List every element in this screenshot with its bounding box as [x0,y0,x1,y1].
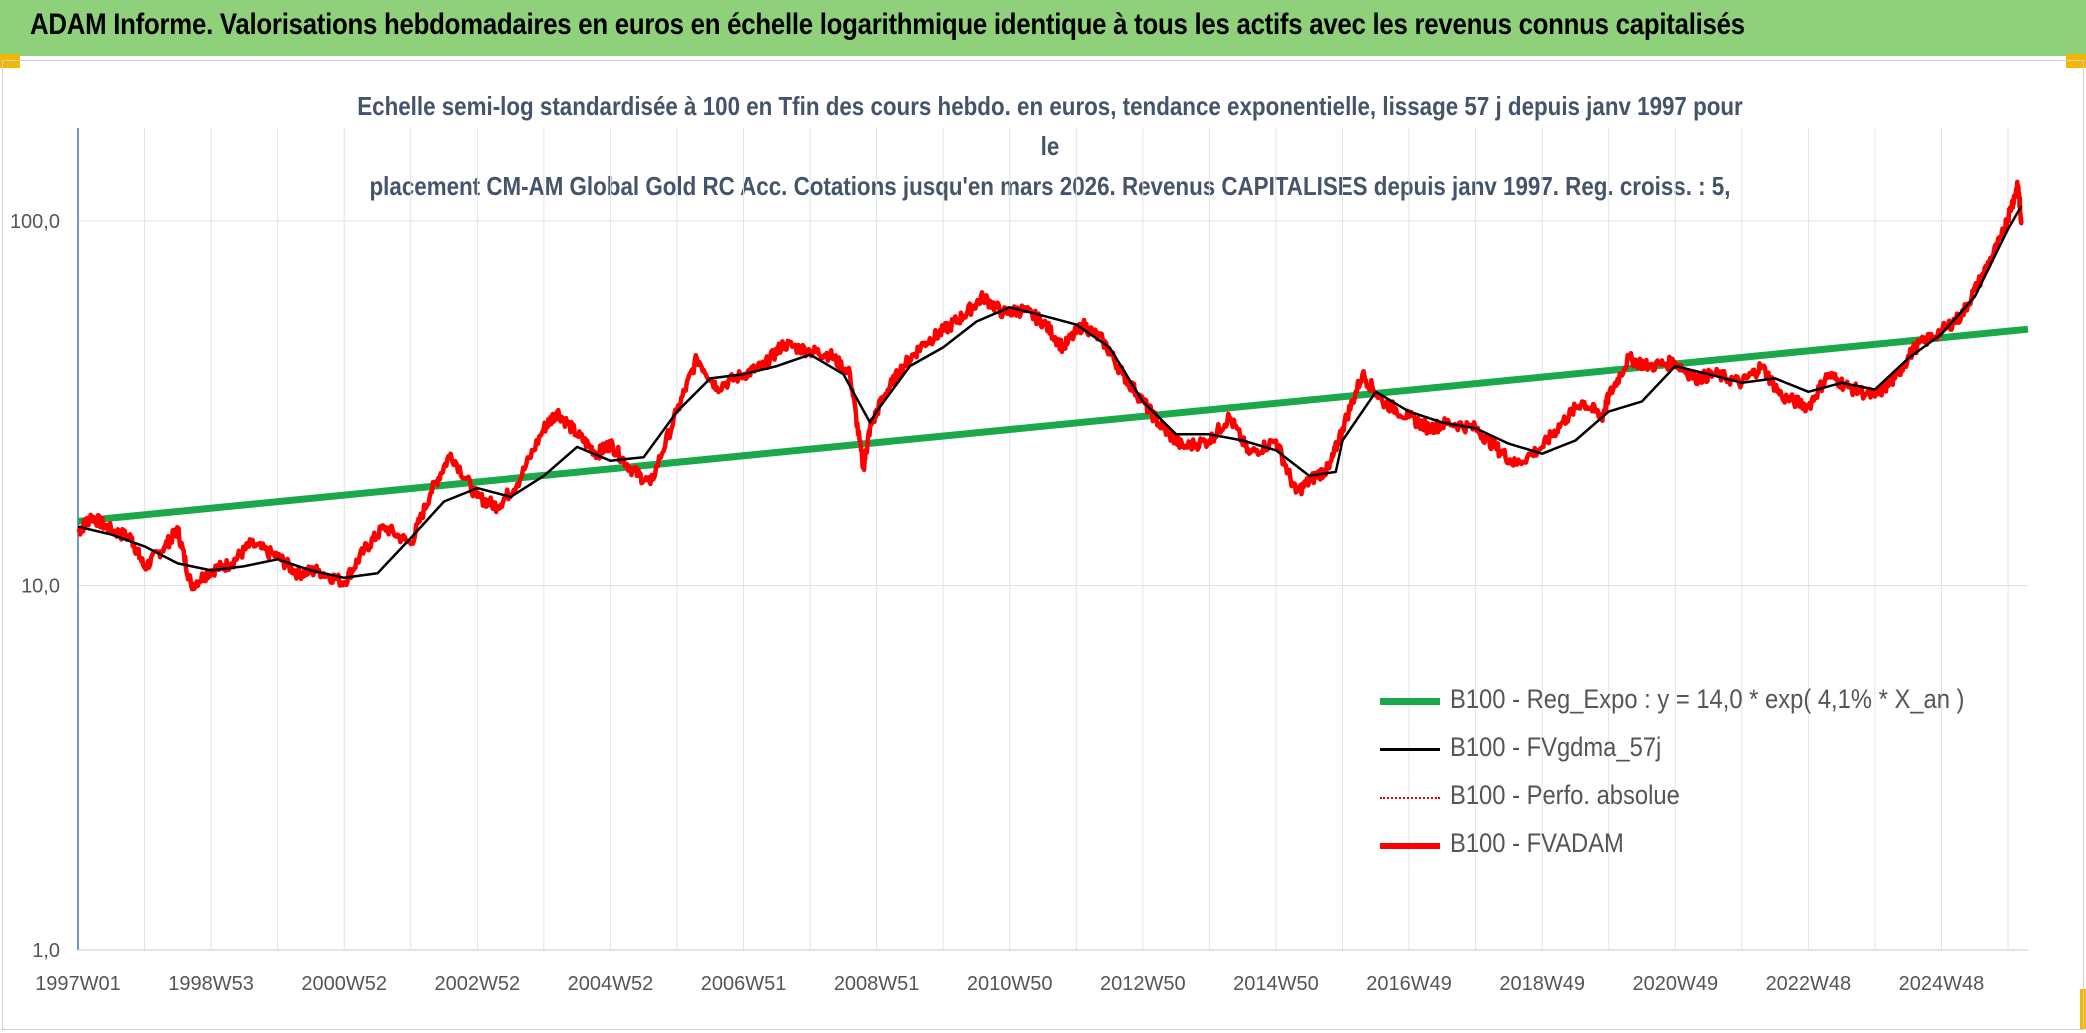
x-tick-label: 2020W49 [1632,973,1718,995]
x-tick-label: 2022W48 [1766,973,1852,995]
x-tick-label: 2008W51 [834,973,920,995]
x-tick-label: 1998W53 [168,973,254,995]
x-tick-label: 2018W49 [1499,973,1585,995]
x-tick-label: 2010W50 [967,973,1053,995]
chart-subtitle: Echelle semi-log standardisée à 100 en T… [353,86,1746,206]
page-title: ADAM Informe. Valorisations hebdomadaire… [30,8,1745,41]
chart-subtitle-line-2: placement CM-AM Global Gold RC Acc. Cota… [369,171,1731,201]
chart-grid [78,128,2028,951]
x-tick-label: 2000W52 [301,973,387,995]
x-tick-label: 2002W52 [435,973,521,995]
legend-swatch-perfo [1380,797,1440,799]
series-fvadam [76,179,2024,592]
x-tick-label: 1997W01 [35,973,121,995]
x-tick-label: 2004W52 [568,973,654,995]
series-fvgdma [77,205,2023,580]
legend-label-fvadam: B100 - FVADAM [1450,828,1624,858]
chart-axes [77,128,2028,951]
y-tick-label: 10,0 [21,576,60,598]
series-reg-expo [77,325,2029,525]
x-tick-label: 2024W48 [1899,973,1985,995]
header-banner: ADAM Informe. Valorisations hebdomadaire… [0,0,2086,56]
corner-accent-right [2066,54,2086,68]
corner-accent-left [0,54,20,68]
x-tick-label: 2014W50 [1233,973,1319,995]
legend-label-perfo: B100 - Perfo. absolue [1450,780,1680,810]
chart-subtitle-line-1: Echelle semi-log standardisée à 100 en T… [357,91,1743,161]
chart-series [76,179,2029,592]
x-tick-label: 2006W51 [701,973,787,995]
chart-tick-labels: 1,0 10,0 100,0 1997W01 1998W53 2000W52 2002W52… [10,211,1984,995]
y-tick-label: 1,0 [32,940,60,962]
legend-swatch-reg-expo [1380,698,1440,705]
legend-label-reg-expo: B100 - Reg_Expo : y = 14,0 * exp( 4,1% *… [1450,684,1965,714]
x-tick-label: 2012W50 [1100,973,1186,995]
chart-frame [2,60,2084,1030]
legend-swatch-fvgdma [1380,748,1440,751]
y-tick-label: 100,0 [10,211,60,233]
x-tick-label: 2016W49 [1366,973,1452,995]
legend-swatch-fvadam [1380,843,1440,849]
legend-label-fvgdma: B100 - FVgdma_57j [1450,732,1662,762]
